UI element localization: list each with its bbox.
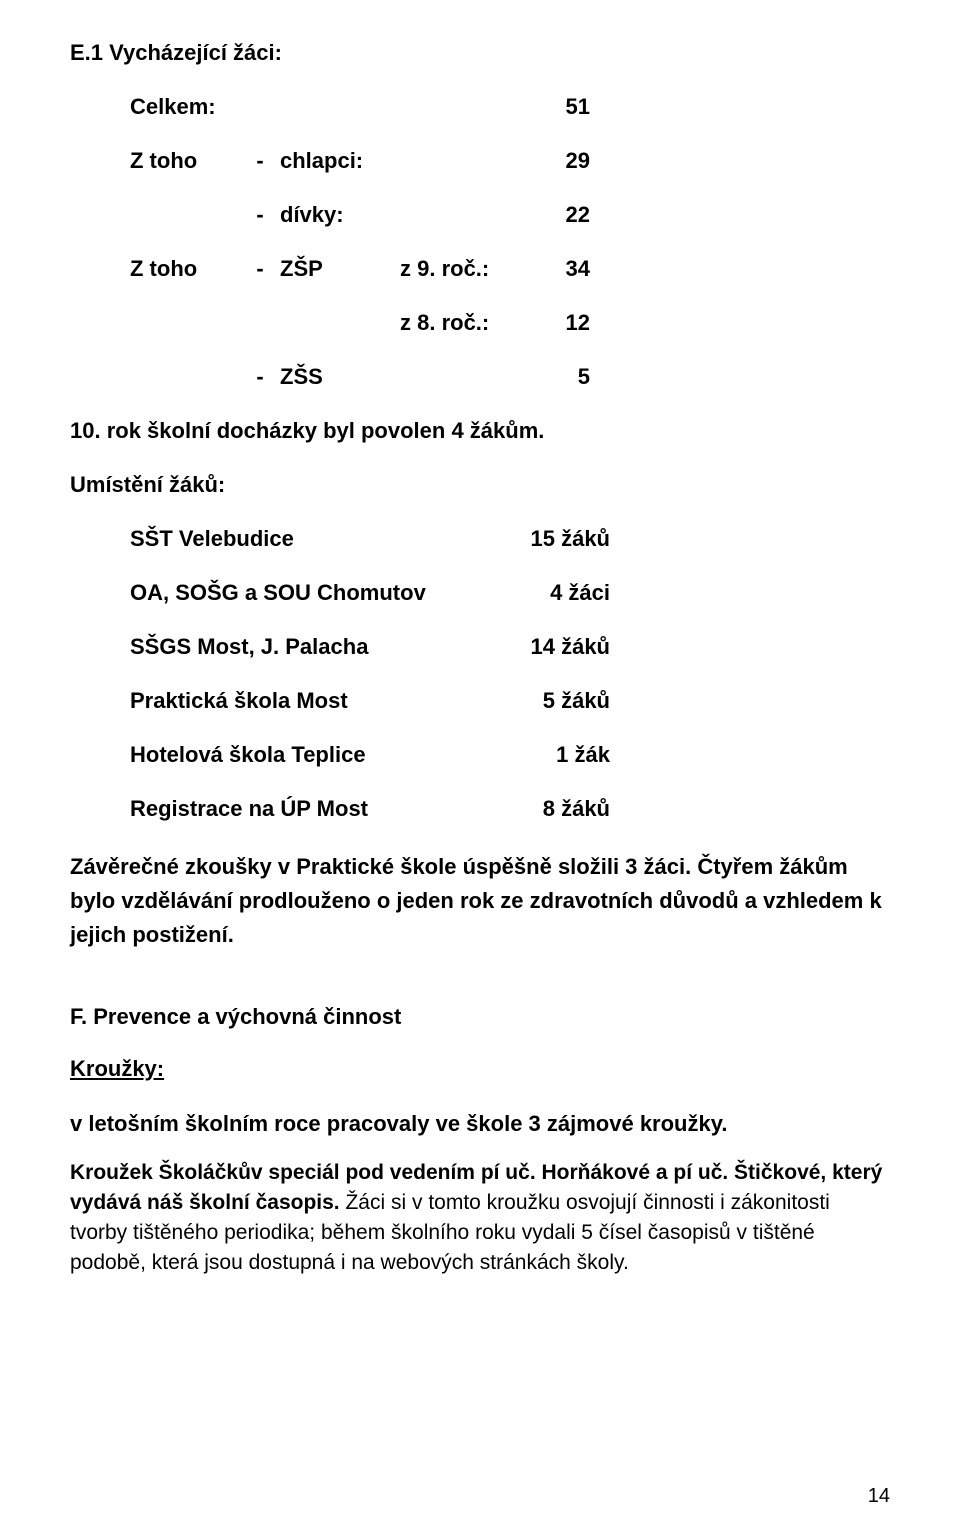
leavers-table: Celkem: 51 Z toho - chlapci: 29 - dívky:… [130, 94, 890, 390]
cell [400, 148, 530, 174]
page-number: 14 [868, 1485, 890, 1508]
cell [400, 202, 530, 228]
cell [130, 202, 240, 228]
cell: 29 [530, 148, 590, 174]
placement-heading: Umístění žáků: [70, 472, 890, 498]
cell: chlapci: [280, 148, 400, 174]
count-cell: 8 žáků [490, 796, 610, 822]
school-cell: Hotelová škola Teplice [130, 742, 490, 768]
cell: 5 [530, 364, 590, 390]
school-cell: Registrace na ÚP Most [130, 796, 490, 822]
cell: 51 [530, 94, 590, 120]
cell: Z toho [130, 148, 240, 174]
cell: - [240, 202, 280, 228]
section-e-heading: E.1 Vycházející žáci: [70, 40, 890, 66]
cell [130, 364, 240, 390]
tenth-year-note: 10. rok školní docházky byl povolen 4 žá… [70, 418, 890, 444]
cell: ZŠS [280, 364, 400, 390]
placement-table: SŠT Velebudice 15 žáků OA, SOŠG a SOU Ch… [130, 526, 890, 822]
clubs-summary-line: v letošním školním roce pracovaly ve ško… [70, 1108, 890, 1140]
count-cell: 4 žáci [490, 580, 610, 606]
placement-footer-text: Závěrečné zkoušky v Praktické škole úspě… [70, 850, 890, 952]
table-row: Praktická škola Most 5 žáků [130, 688, 890, 714]
clubs-paragraph: Kroužek Školáčkův speciál pod vedením pí… [70, 1158, 890, 1277]
count-cell: 1 žák [490, 742, 610, 768]
cell: - [240, 364, 280, 390]
cell: z 9. roč.: [400, 256, 530, 282]
count-cell: 14 žáků [490, 634, 610, 660]
table-row: z 8. roč.: 12 [130, 310, 890, 336]
table-row: Z toho - ZŠP z 9. roč.: 34 [130, 256, 890, 282]
cell [130, 310, 240, 336]
cell [280, 94, 400, 120]
count-cell: 15 žáků [490, 526, 610, 552]
cell: 34 [530, 256, 590, 282]
school-cell: OA, SOŠG a SOU Chomutov [130, 580, 490, 606]
table-row: SŠGS Most, J. Palacha 14 žáků [130, 634, 890, 660]
cell [400, 94, 530, 120]
cell: - [240, 148, 280, 174]
table-row: OA, SOŠG a SOU Chomutov 4 žáci [130, 580, 890, 606]
table-row: Z toho - chlapci: 29 [130, 148, 890, 174]
cell [240, 94, 280, 120]
school-cell: SŠT Velebudice [130, 526, 490, 552]
document-page: E.1 Vycházející žáci: Celkem: 51 Z toho … [0, 0, 960, 1532]
table-row: - dívky: 22 [130, 202, 890, 228]
cell: - [240, 256, 280, 282]
cell [240, 310, 280, 336]
clubs-subheading: Kroužky: [70, 1056, 890, 1082]
table-row: SŠT Velebudice 15 žáků [130, 526, 890, 552]
cell [400, 364, 530, 390]
table-row: Registrace na ÚP Most 8 žáků [130, 796, 890, 822]
cell: 22 [530, 202, 590, 228]
table-row: - ZŠS 5 [130, 364, 890, 390]
cell: z 8. roč.: [400, 310, 530, 336]
cell: Celkem: [130, 94, 240, 120]
section-f-heading: F. Prevence a výchovná činnost [70, 1004, 890, 1030]
table-row: Hotelová škola Teplice 1 žák [130, 742, 890, 768]
cell: ZŠP [280, 256, 400, 282]
school-cell: SŠGS Most, J. Palacha [130, 634, 490, 660]
school-cell: Praktická škola Most [130, 688, 490, 714]
cell [280, 310, 400, 336]
table-row: Celkem: 51 [130, 94, 890, 120]
cell: Z toho [130, 256, 240, 282]
count-cell: 5 žáků [490, 688, 610, 714]
cell: 12 [530, 310, 590, 336]
cell: dívky: [280, 202, 400, 228]
